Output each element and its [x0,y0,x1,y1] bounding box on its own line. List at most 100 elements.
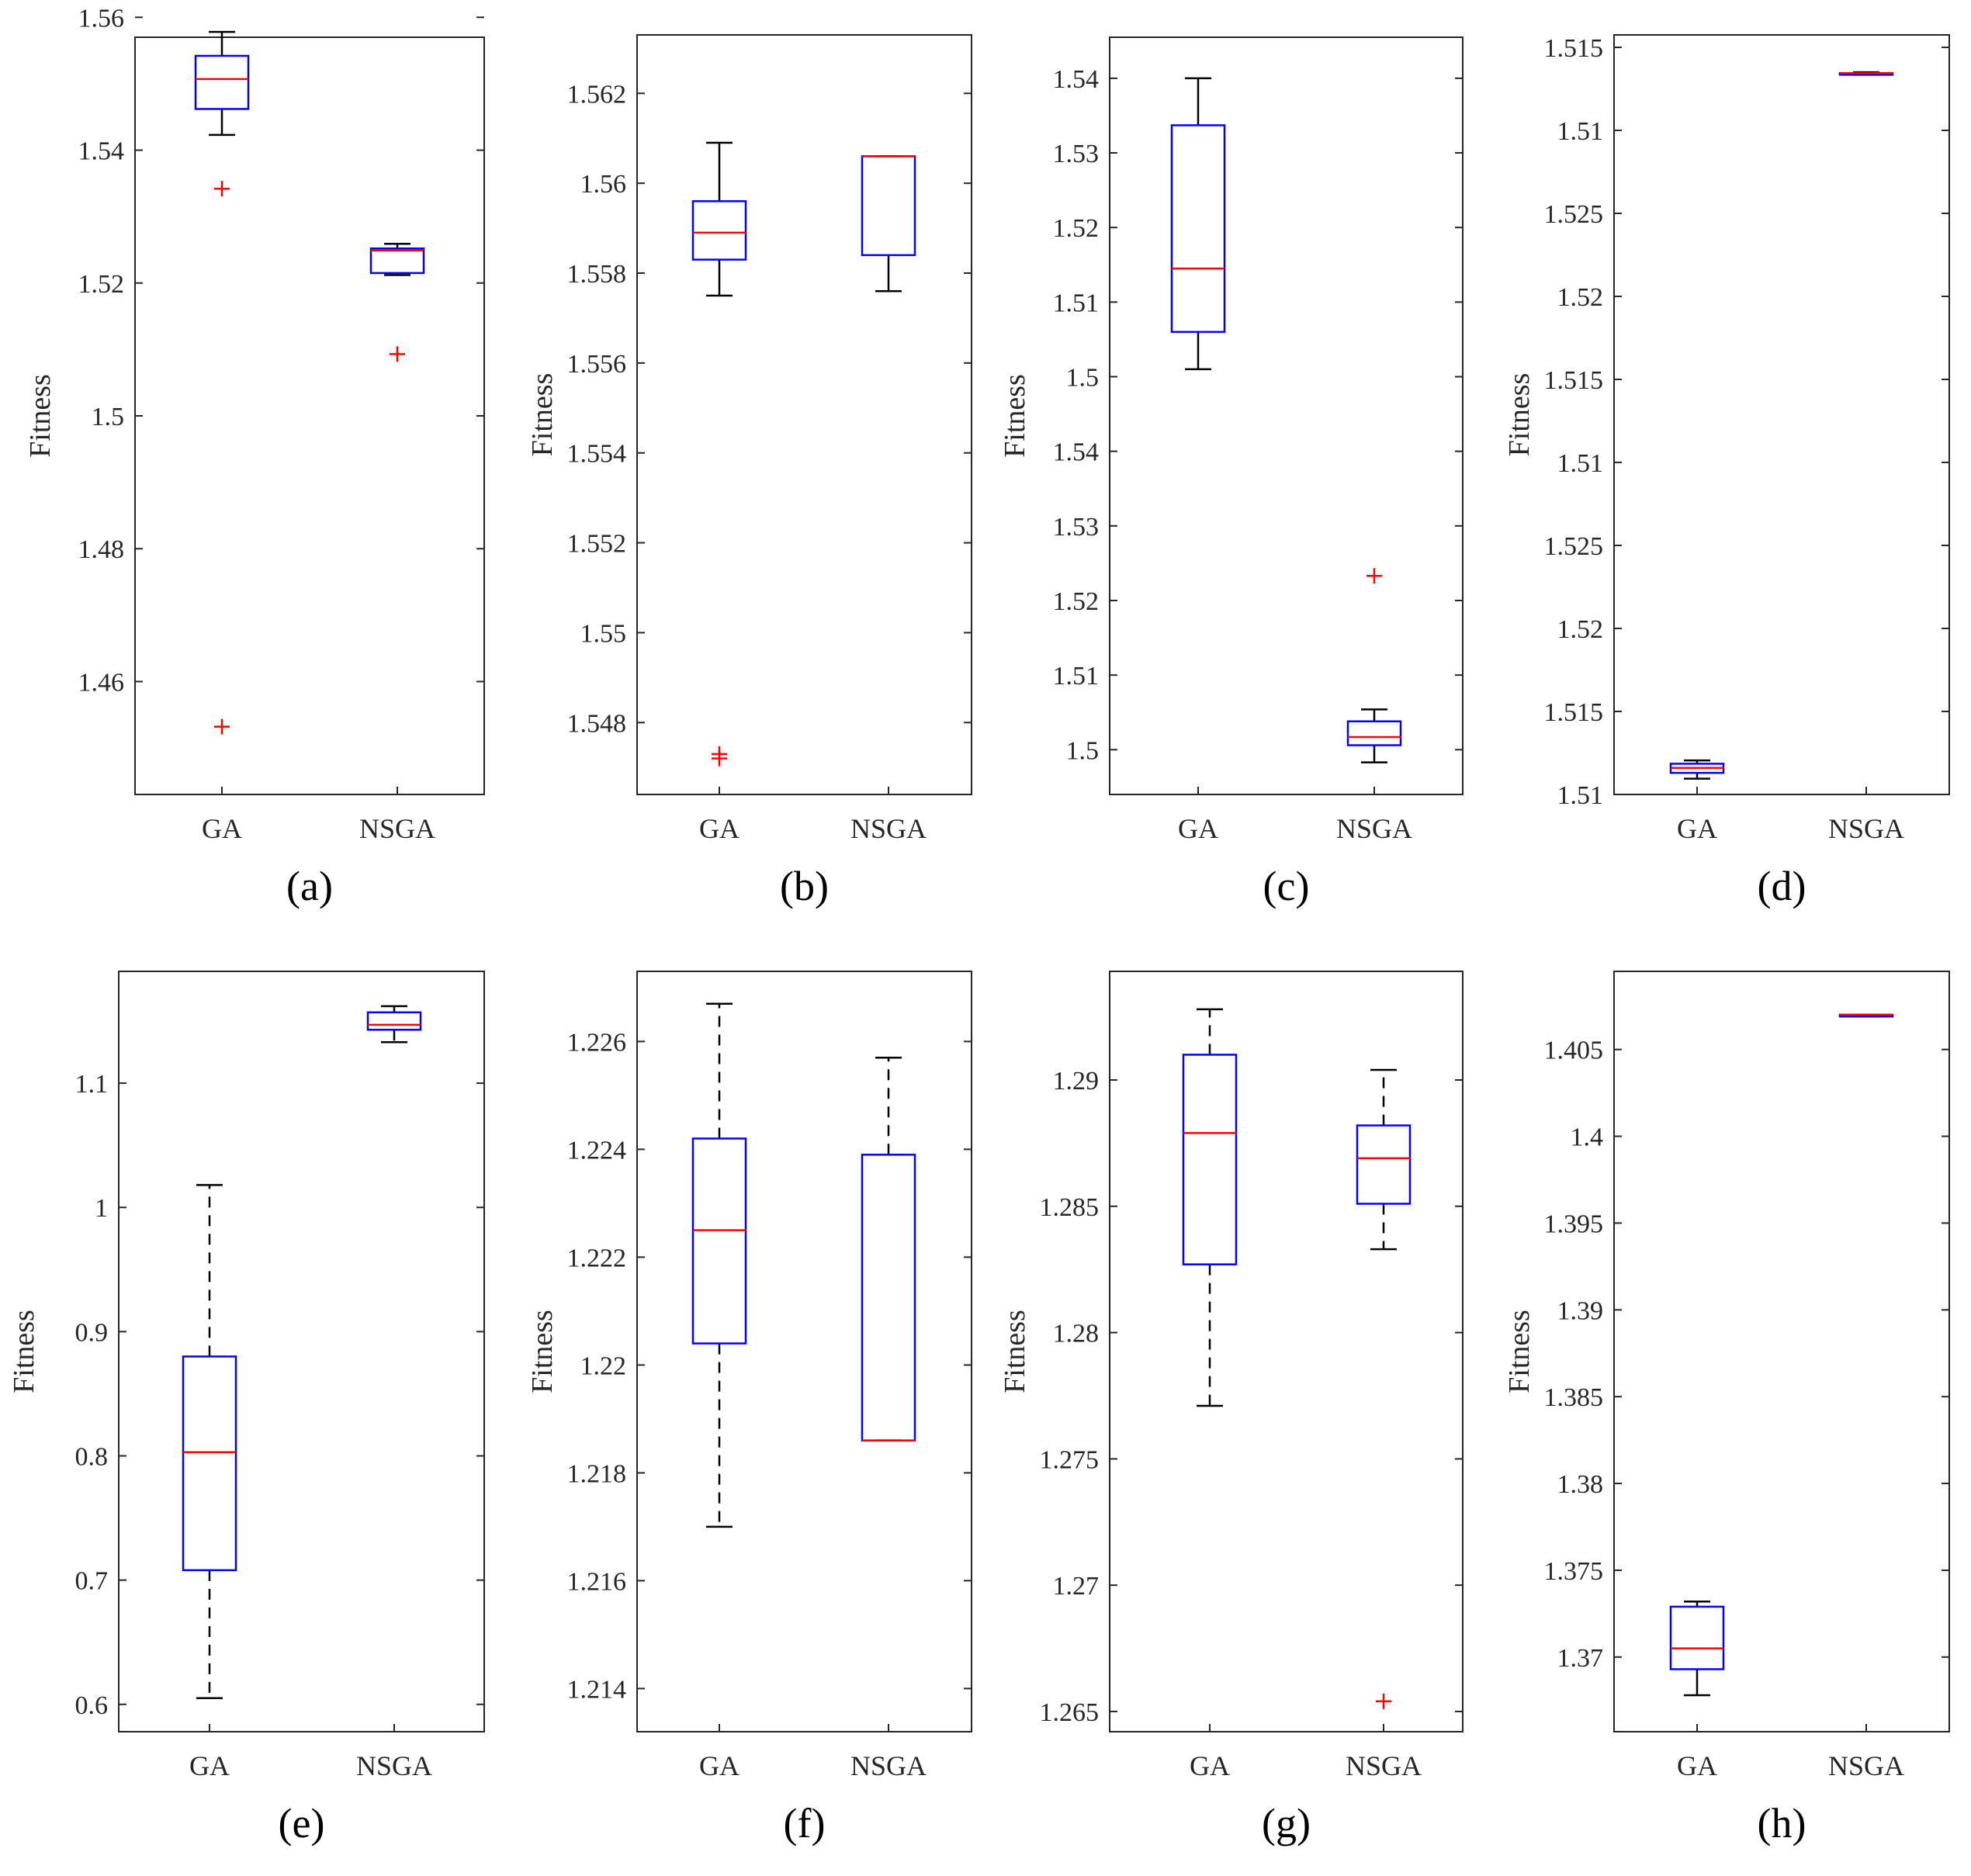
panel-label: (d) [1758,863,1806,909]
y-tick-label: 1.216 [567,1567,627,1596]
x-tick-label: GA [1677,1750,1717,1781]
y-axis-label: Fitness [999,374,1031,458]
y-tick-label: 1.5 [92,403,125,431]
y-tick-label: 1.285 [1040,1193,1100,1222]
box [691,1137,747,1345]
y-tick-label: 1.38 [1557,1470,1604,1499]
x-tick-label: NSGA [356,1750,432,1781]
y-tick-label: 1.222 [567,1244,627,1272]
y-tick-label: 1.48 [78,535,125,564]
x-tick-label: GA [1677,813,1717,844]
box [1356,1124,1412,1205]
outlier-marker [214,181,230,197]
y-tick-label: 1.4 [1571,1123,1604,1152]
box [1346,720,1402,746]
chart-panel: 1.5 1.51 1.52 1.53 1.54 1.5 1.51 1.52 1.53 1.54 Fi… [999,36,1464,909]
axes-frame [636,971,972,1732]
box [1170,124,1226,334]
y-tick-label: 0.9 [75,1318,109,1347]
box [691,200,747,261]
y-tick-label: 1.275 [1040,1445,1100,1474]
y-tick-label: 1.395 [1544,1210,1604,1238]
x-tick-label: NSGA [1336,813,1412,844]
x-tick-label: GA [699,813,740,844]
y-tick-label: 1.558 [567,260,627,289]
y-tick-label: 1.56 [78,4,125,33]
y-tick-label: 1.51 [1557,449,1604,478]
box [1182,1054,1238,1265]
y-tick-label: 1.46 [78,668,125,697]
y-tick-label: 0.7 [75,1567,109,1596]
y-tick-label: 1.55 [580,619,627,648]
outlier-marker [712,750,727,767]
y-tick-label: 1.562 [567,80,627,109]
x-tick-label: NSGA [1828,1750,1904,1781]
box [861,155,916,257]
y-axis-label: Fitness [8,1310,40,1393]
y-tick-label: 1.214 [567,1675,627,1704]
y-tick-label: 1.52 [1053,214,1100,243]
y-tick-label: 1.22 [580,1352,627,1380]
y-tick-label: 1.51 [1053,289,1100,317]
y-tick-label: 1.554 [567,440,627,469]
box [369,247,425,275]
axes-frame [1613,971,1950,1732]
y-tick-label: 1.52 [1557,615,1604,644]
x-tick-label: NSGA [1828,813,1904,844]
panel-label: (e) [279,1800,325,1847]
y-axis-label: Fitness [1503,1310,1536,1393]
panel-label: (a) [286,863,333,909]
panel-label: (h) [1758,1800,1806,1847]
y-tick-label: 1.28 [1053,1320,1100,1348]
x-tick-label: NSGA [850,813,927,844]
box [366,1011,422,1031]
chart-panel: 1.265 1.27 1.275 1.28 1.285 1.29 Fitness GA NSGA… [999,971,1464,1847]
box [1669,1605,1725,1670]
chart-panel: 1.46 1.48 1.5 1.52 1.54 1.56 Fitness GA NSGA (a) [24,4,485,909]
chart-panel: 1.214 1.216 1.218 1.22 1.222 1.224 1.226 Fitnes… [526,971,972,1847]
outlier-marker [1376,1693,1391,1709]
x-tick-label: GA [1178,813,1218,844]
y-tick-label: 1.1 [75,1070,109,1099]
y-tick-label: 1.515 [1544,34,1604,63]
y-tick-label: 1.224 [567,1136,627,1165]
y-tick-label: 1.56 [580,170,627,199]
chart-panel: 0.6 0.7 0.8 0.9 1 1.1 Fitness GA NSGA (e) [8,971,485,1847]
panel-label: (c) [1263,863,1310,909]
y-tick-label: 1.53 [1053,513,1100,542]
x-tick-label: GA [699,1750,740,1781]
y-tick-label: 1.552 [567,530,627,559]
panel-label: (b) [780,863,829,909]
y-tick-label: 1.29 [1053,1067,1100,1095]
box [861,1154,916,1442]
chart-panel: 1.37 1.375 1.38 1.385 1.39 1.395 1.4 1.405 Fitne… [1503,971,1950,1847]
y-tick-label: 1.5 [1066,736,1100,765]
y-axis-label: Fitness [24,374,57,458]
outlier-marker [390,346,405,362]
y-tick-label: 1.51 [1053,662,1100,691]
axes-frame [1613,34,1950,795]
y-tick-label: 1.52 [78,270,125,299]
x-tick-label: NSGA [1346,1750,1422,1781]
axes-frame [636,34,972,795]
y-tick-label: 1.54 [1053,65,1100,94]
box [182,1355,237,1572]
axes-frame [118,971,485,1732]
y-tick-label: 1.54 [78,137,125,166]
outlier-marker [214,718,230,735]
y-tick-label: 1.37 [1557,1644,1604,1673]
x-tick-label: NSGA [359,813,435,844]
x-tick-label: GA [202,813,242,844]
y-tick-label: 1.556 [567,350,627,379]
y-tick-label: 1.54 [1053,438,1100,467]
y-tick-label: 1.53 [1053,140,1100,168]
chart-panel: 1.51 1.515 1.52 1.525 1.51 1.515 1.52 1.525 1.51… [1503,34,1950,909]
y-tick-label: 1.525 [1544,200,1604,229]
y-tick-label: 1.375 [1544,1557,1604,1586]
y-tick-label: 1 [95,1194,108,1223]
y-tick-label: 1.385 [1544,1383,1604,1412]
y-axis-label: Fitness [999,1310,1031,1393]
y-tick-label: 1.515 [1544,698,1604,727]
y-tick-label: 1.265 [1040,1698,1100,1727]
